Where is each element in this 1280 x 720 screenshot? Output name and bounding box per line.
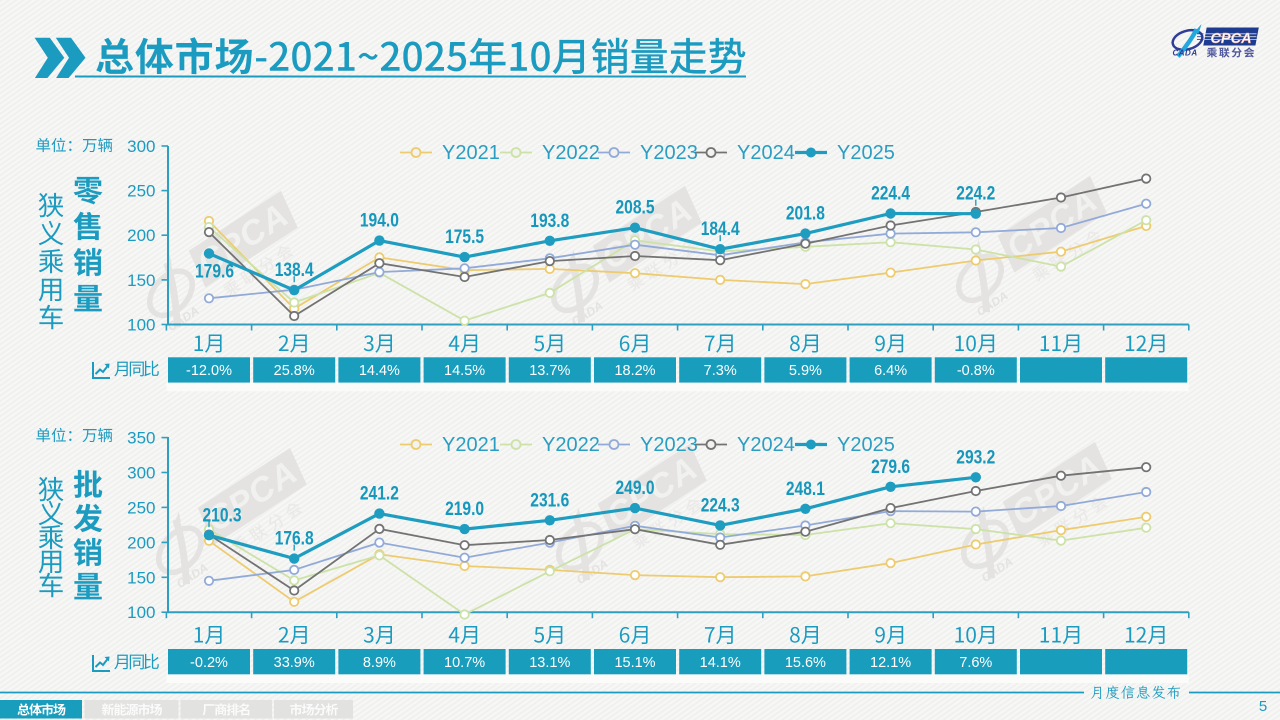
svg-text:-0.8%: -0.8% — [957, 363, 995, 379]
svg-text:300: 300 — [127, 137, 155, 156]
svg-text:250: 250 — [127, 182, 155, 201]
svg-text:293.2: 293.2 — [956, 446, 995, 468]
svg-text:13.7%: 13.7% — [529, 363, 570, 379]
svg-text:15.1%: 15.1% — [614, 655, 655, 671]
svg-text:Y2025: Y2025 — [837, 142, 895, 164]
svg-text:Y2023: Y2023 — [640, 434, 698, 456]
svg-text:CADA: CADA — [1173, 49, 1198, 58]
svg-text:-12.0%: -12.0% — [186, 363, 232, 379]
svg-text:179.6: 179.6 — [195, 261, 234, 283]
svg-text:15.6%: 15.6% — [785, 655, 826, 671]
svg-text:6.4%: 6.4% — [874, 363, 907, 379]
svg-text:Y2024: Y2024 — [737, 434, 795, 456]
svg-text:138.4: 138.4 — [275, 259, 314, 281]
svg-text:241.2: 241.2 — [360, 483, 399, 505]
svg-text:176.8: 176.8 — [275, 528, 314, 550]
svg-text:5: 5 — [1259, 698, 1267, 715]
svg-text:Y2022: Y2022 — [542, 434, 600, 456]
svg-text:Y2024: Y2024 — [737, 142, 795, 164]
svg-text:10.7%: 10.7% — [444, 655, 485, 671]
svg-text:208.5: 208.5 — [616, 197, 655, 219]
svg-text:14.1%: 14.1% — [700, 655, 741, 671]
svg-text:231.6: 231.6 — [530, 489, 569, 511]
svg-text:14.5%: 14.5% — [444, 363, 485, 379]
svg-text:Y2021: Y2021 — [442, 434, 500, 456]
svg-text:350: 350 — [127, 429, 155, 448]
svg-text:18.2%: 18.2% — [614, 363, 655, 379]
svg-text:100: 100 — [127, 603, 155, 622]
svg-text:184.4: 184.4 — [701, 218, 740, 240]
svg-text:150: 150 — [127, 568, 155, 587]
svg-text:224.3: 224.3 — [701, 494, 740, 516]
svg-text:248.1: 248.1 — [786, 478, 825, 500]
svg-text:100: 100 — [127, 316, 155, 335]
svg-text:219.0: 219.0 — [445, 498, 484, 520]
svg-text:Y2022: Y2022 — [542, 142, 600, 164]
svg-text:194.0: 194.0 — [360, 210, 399, 232]
svg-text:25.8%: 25.8% — [274, 363, 315, 379]
svg-text:201.8: 201.8 — [786, 203, 825, 225]
svg-text:200: 200 — [127, 226, 155, 245]
svg-text:CPCA: CPCA — [1210, 31, 1251, 47]
svg-text:Y2021: Y2021 — [442, 142, 500, 164]
svg-text:13.1%: 13.1% — [529, 655, 570, 671]
svg-text:33.9%: 33.9% — [274, 655, 315, 671]
svg-text:Y2023: Y2023 — [640, 142, 698, 164]
svg-text:300: 300 — [127, 464, 155, 483]
svg-text:Y2025: Y2025 — [837, 434, 895, 456]
svg-text:14.4%: 14.4% — [359, 363, 400, 379]
svg-text:175.5: 175.5 — [445, 226, 484, 248]
svg-text:5.9%: 5.9% — [789, 363, 822, 379]
svg-text:-0.2%: -0.2% — [190, 655, 228, 671]
svg-text:249.0: 249.0 — [616, 477, 655, 499]
svg-text:250: 250 — [127, 498, 155, 517]
svg-text:150: 150 — [127, 271, 155, 290]
svg-text:8.9%: 8.9% — [363, 655, 396, 671]
svg-text:193.8: 193.8 — [530, 210, 569, 232]
svg-text:7.3%: 7.3% — [704, 363, 737, 379]
svg-text:200: 200 — [127, 533, 155, 552]
svg-text:12.1%: 12.1% — [870, 655, 911, 671]
svg-text:7.6%: 7.6% — [959, 655, 992, 671]
svg-text:210.3: 210.3 — [203, 505, 242, 527]
svg-text:224.2: 224.2 — [956, 183, 995, 205]
svg-text:279.6: 279.6 — [871, 456, 910, 478]
svg-text:224.4: 224.4 — [871, 183, 910, 205]
